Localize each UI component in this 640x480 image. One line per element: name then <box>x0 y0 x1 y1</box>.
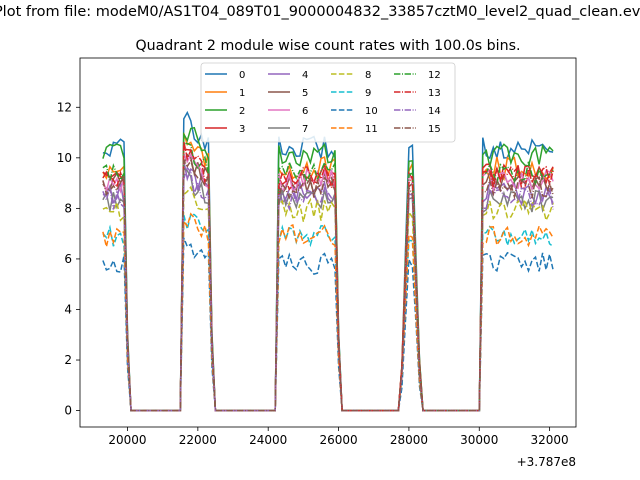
series-line-5 <box>102 153 554 412</box>
x-tick-label: 26000 <box>319 433 357 447</box>
legend-label-0: 0 <box>239 70 245 81</box>
chart-title: Quadrant 2 module wise count rates with … <box>135 38 520 54</box>
y-tick-label: 10 <box>57 151 72 165</box>
series-line-14 <box>102 166 554 412</box>
legend-label-15: 15 <box>428 124 441 135</box>
legend-label-13: 13 <box>428 88 441 99</box>
series-line-15 <box>102 158 554 412</box>
legend-label-11: 11 <box>365 124 378 135</box>
series-line-7 <box>102 166 554 412</box>
legend-label-3: 3 <box>239 124 245 135</box>
legend-label-8: 8 <box>365 70 371 81</box>
y-tick-label: 8 <box>64 201 72 215</box>
y-axis: 0 2 4 6 8 10 12 <box>57 100 80 418</box>
series-line-11 <box>102 212 554 412</box>
x-tick-label: 28000 <box>390 433 428 447</box>
plot-area-frame <box>79 57 577 428</box>
legend-label-6: 6 <box>302 106 308 117</box>
legend-label-4: 4 <box>302 70 308 81</box>
plot-lines <box>102 110 554 412</box>
y-tick-label: 2 <box>64 353 72 367</box>
x-tick-label: 22000 <box>179 433 217 447</box>
x-tick-label: 32000 <box>531 433 569 447</box>
x-axis-offset-label: +3.787e8 <box>517 455 576 469</box>
legend-label-12: 12 <box>428 70 441 81</box>
x-tick-label: 24000 <box>249 433 287 447</box>
y-tick-label: 6 <box>64 252 72 266</box>
series-line-8 <box>102 185 554 412</box>
legend-frame <box>200 62 456 143</box>
figure-suptitle: Plot from file: modeM0/AS1T04_089T01_900… <box>0 4 640 20</box>
legend-label-1: 1 <box>239 88 245 99</box>
x-tick-label: 30000 <box>460 433 498 447</box>
y-tick-label: 0 <box>64 404 72 418</box>
y-tick-label: 4 <box>64 302 72 316</box>
legend-label-9: 9 <box>365 88 371 99</box>
legend-label-10: 10 <box>365 106 378 117</box>
legend-label-2: 2 <box>239 106 245 117</box>
series-line-9 <box>102 213 554 412</box>
legend-label-5: 5 <box>302 88 308 99</box>
legend-label-14: 14 <box>428 106 441 117</box>
x-axis: 20000 22000 24000 26000 28000 30000 32000 <box>108 427 569 447</box>
series-line-10 <box>102 237 554 412</box>
series-line-4 <box>102 160 554 412</box>
legend-label-7: 7 <box>302 124 308 135</box>
x-tick-label: 20000 <box>108 433 146 447</box>
y-tick-label: 12 <box>57 100 72 114</box>
